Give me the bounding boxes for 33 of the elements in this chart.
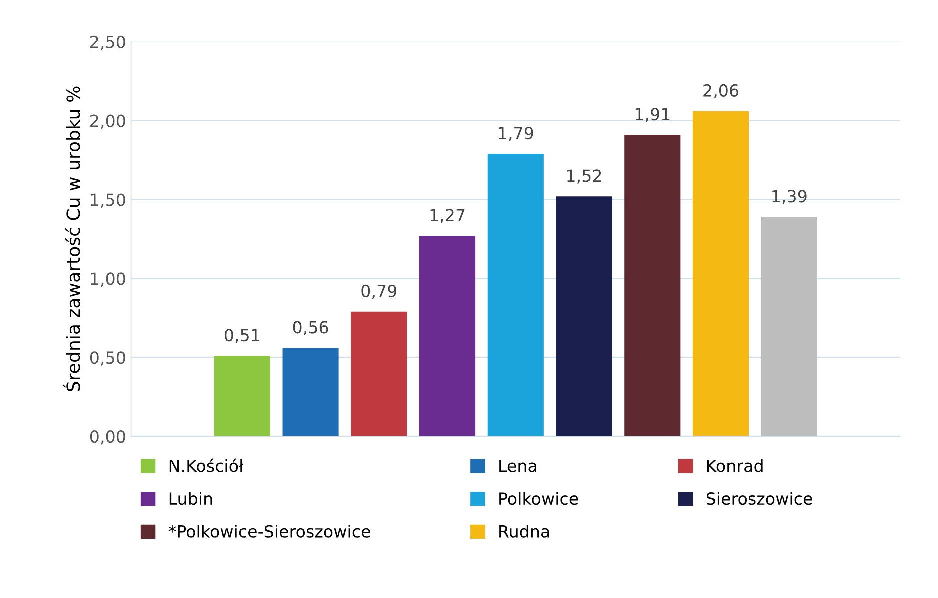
bar [692,111,750,437]
legend-label: Konrad [707,459,763,472]
legend-label: Lena [500,460,536,472]
legend-label: Sieroszowice [706,492,812,506]
y-tick-label: 1,50 [91,194,126,208]
bar [351,312,408,437]
y-tick-label: 2,00 [90,114,126,130]
data-label: 1,52 [568,170,602,184]
bar [282,348,339,437]
legend-label: N.Kościół [170,458,244,472]
data-label: 2,06 [704,84,739,99]
legend-label: Lubin [170,492,212,506]
data-label: 1,79 [499,127,534,142]
y-tick-label: 0,50 [90,352,126,366]
legend-label: Rudna [500,525,550,538]
data-label: 0,79 [362,284,397,300]
data-label: 1,91 [636,108,670,122]
bar [556,196,612,437]
data-label: 1,27 [430,209,465,224]
y-tick-label: 1,00 [91,272,126,287]
bar [488,154,544,437]
y-tick-label: 2,50 [90,36,126,50]
bar [624,135,681,437]
data-label: 0,56 [293,321,328,336]
legend-label: *Polkowice-Sieroszowice [168,525,370,538]
data-label: 1,39 [772,190,807,204]
bar [214,356,270,437]
y-axis-title: Średnia zawartość Cu w urobku % [63,86,80,392]
bar [420,236,476,437]
data-label: 0,51 [224,329,260,344]
bar [761,217,818,437]
legend-label: Polkowice [500,492,578,506]
y-tick-label: 0,00 [90,430,126,445]
